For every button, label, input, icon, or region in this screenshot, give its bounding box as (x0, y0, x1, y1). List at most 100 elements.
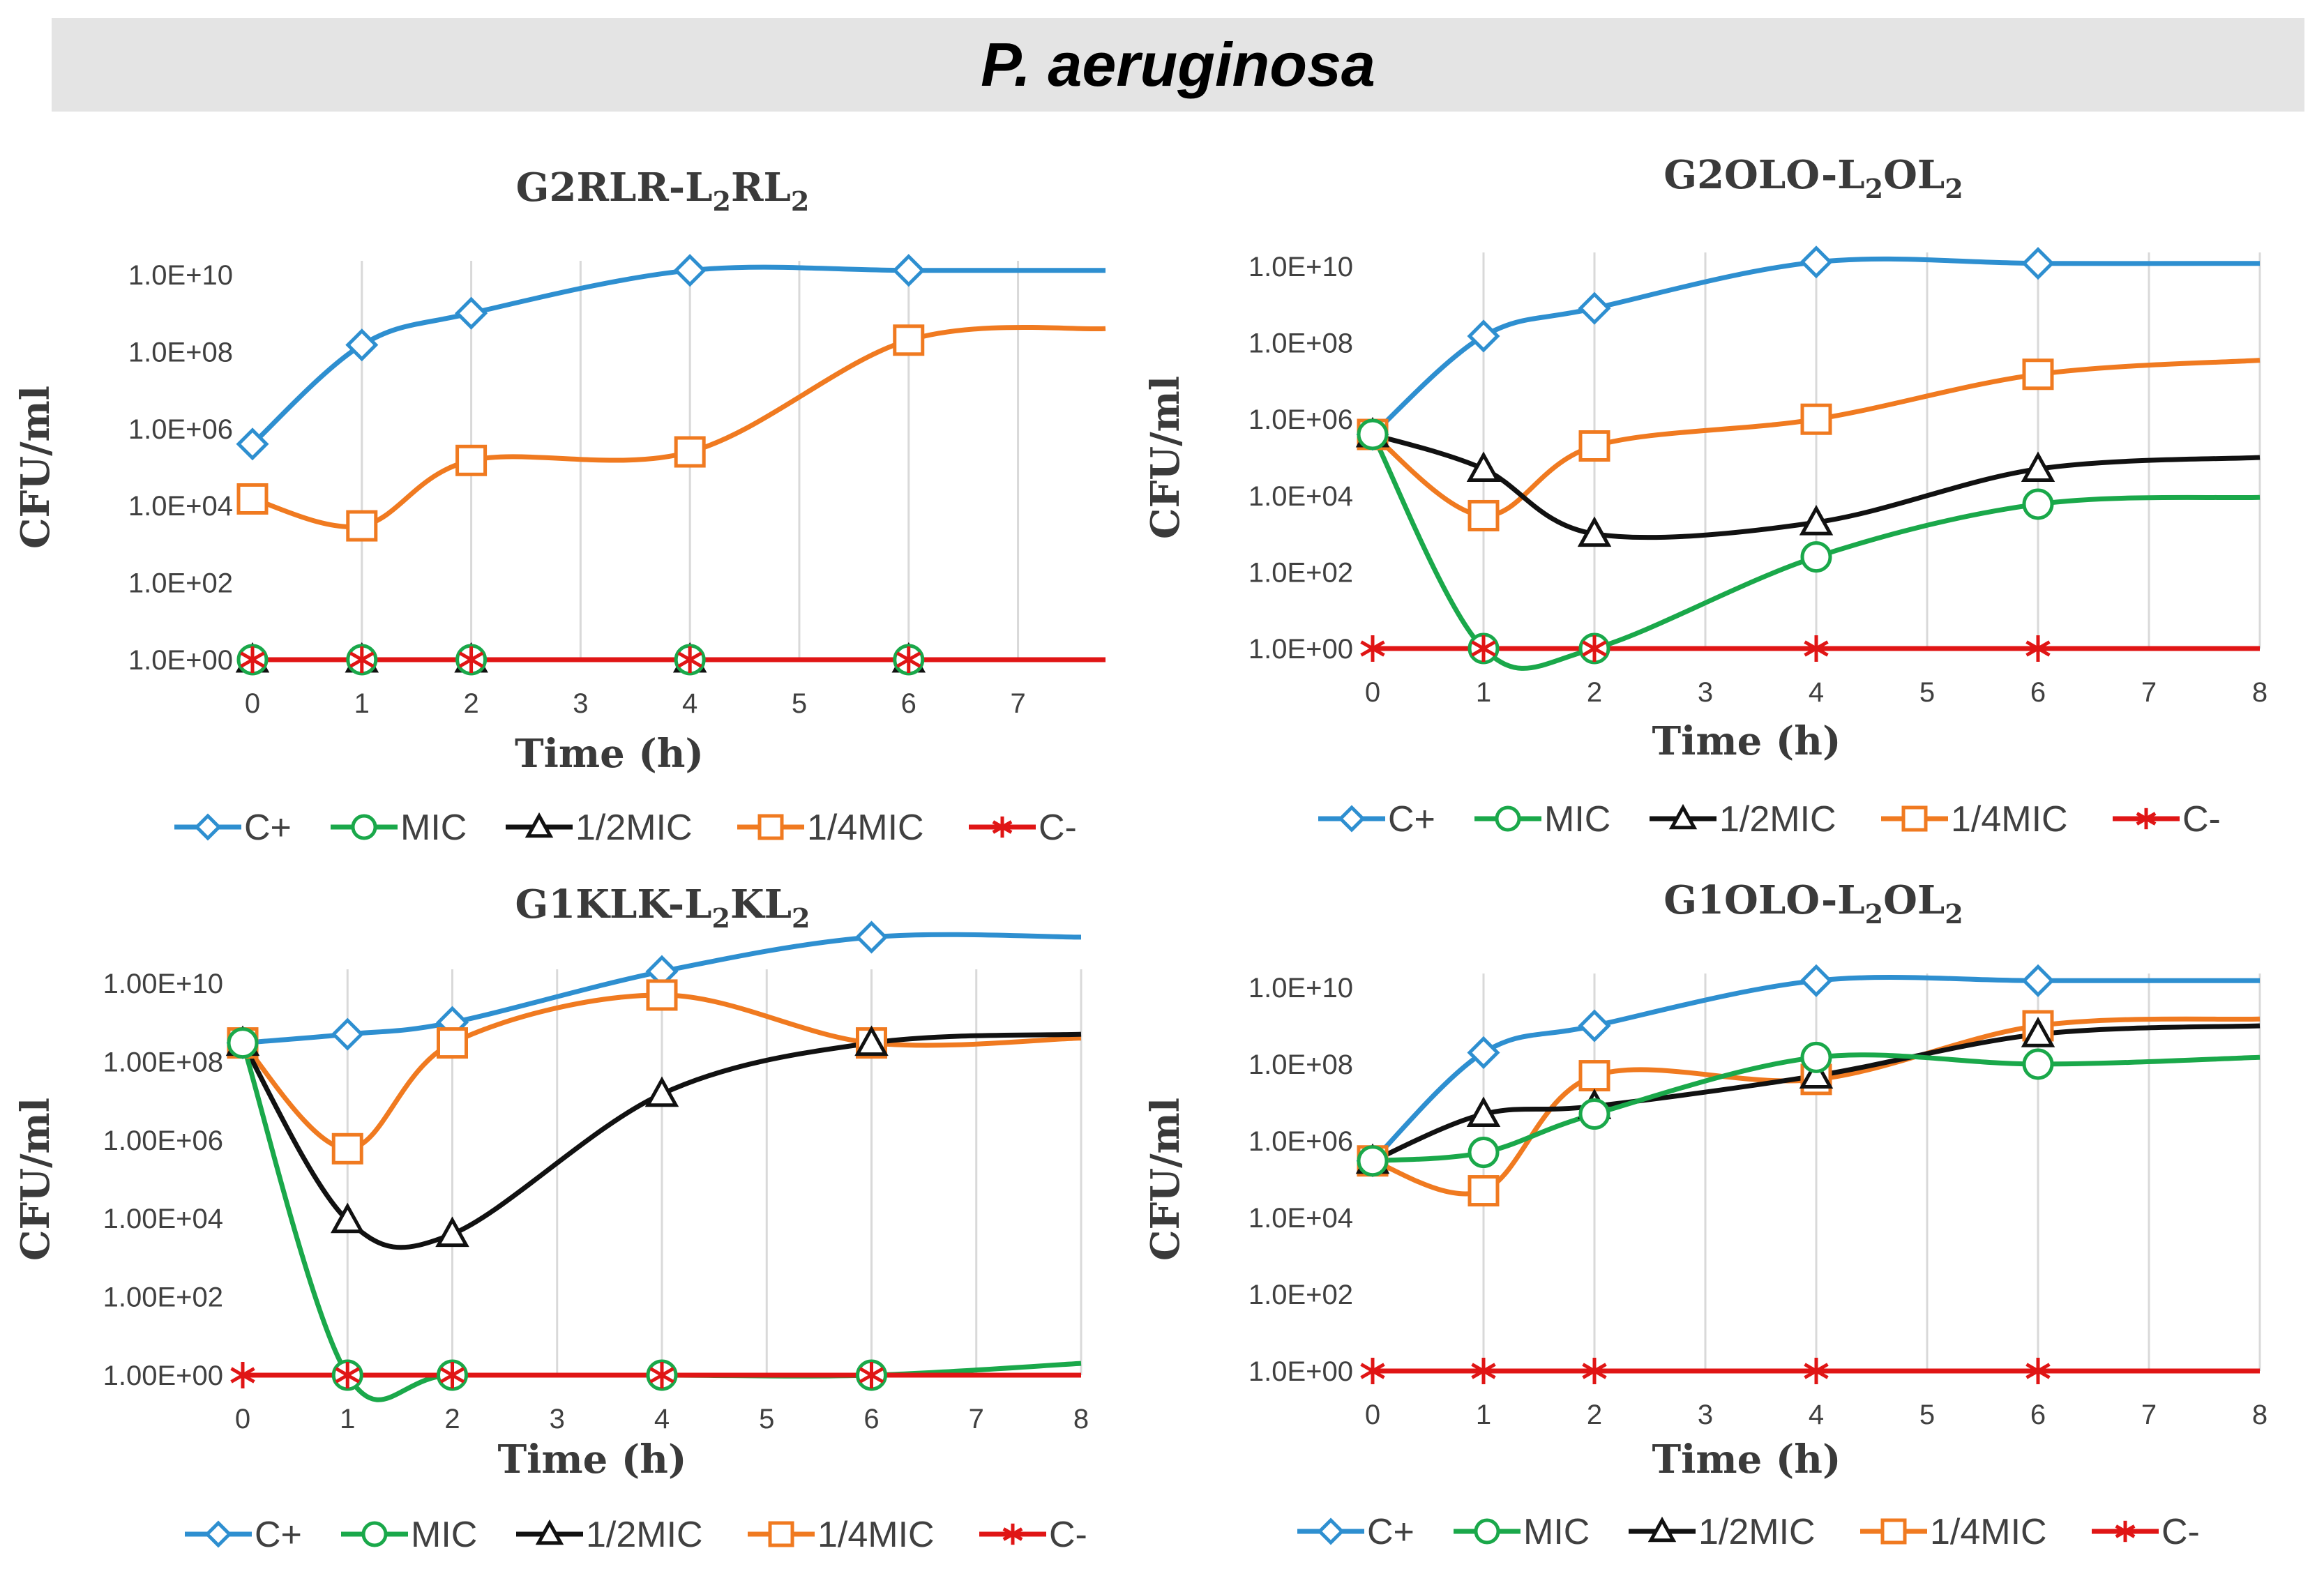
x-tick-label: 8 (1073, 1404, 1089, 1434)
y-tick-label: 1.00E+08 (103, 1047, 223, 1077)
x-tick-label: 7 (1010, 688, 1025, 719)
marker-MIC (1578, 1098, 1610, 1130)
marker-C- (1582, 635, 1607, 662)
x-tick-label: 3 (1698, 1400, 1713, 1430)
marker-C+ (236, 427, 269, 461)
marker-C+ (2021, 964, 2055, 997)
legend-label: 1/2MIC (1698, 1512, 1816, 1552)
series-line-C+ (250, 264, 1106, 446)
marker-1/2MIC (1577, 516, 1612, 547)
marker-MIC (1800, 1041, 1832, 1073)
legend-entry-1/2MIC: 1/2MIC (506, 808, 693, 848)
x-tick-label: 2 (444, 1404, 460, 1434)
legend-entry-1/4MIC: 1/4MIC (1860, 1512, 2047, 1552)
chart-title: G2RLR-L2RL2 (516, 165, 810, 217)
x-tick-label: 2 (1587, 677, 1602, 708)
legend-marker-1/2MIC (1647, 1516, 1677, 1543)
marker-C+ (455, 296, 488, 330)
y-tick-label: 1.0E+00 (128, 645, 233, 676)
y-tick-label: 1.0E+06 (1248, 404, 1353, 435)
chart-title: G1KLK-L2KL2 (515, 881, 810, 934)
marker-C- (859, 1362, 884, 1388)
chart-title-part1: G1KLK-L (515, 881, 711, 927)
chart-title-sub1: 2 (1865, 898, 1883, 930)
y-tick-label: 1.0E+06 (128, 414, 233, 445)
x-tick-label: 6 (2030, 1400, 2046, 1430)
series-line-1/4MIC (252, 324, 1106, 529)
marker-C+ (2021, 247, 2055, 280)
legend-entry-C+: C+ (174, 808, 292, 848)
legend-entry-MIC: MIC (331, 808, 467, 848)
chart-title-sub1: 2 (1865, 173, 1883, 204)
marker-1/4MIC (437, 1027, 468, 1059)
marker-C+ (1799, 245, 1833, 279)
x-tick-label: 2 (1587, 1400, 1602, 1430)
marker-1/4MIC (893, 324, 925, 356)
legend-marker-C- (2115, 1520, 2136, 1543)
chart-title-part2: KL (730, 881, 792, 927)
marker-1/2MIC (1466, 1096, 1501, 1128)
marker-C- (335, 1362, 360, 1388)
legend-marker-C+ (1338, 805, 1366, 833)
legend-entry-1/2MIC: 1/2MIC (1629, 1512, 1816, 1552)
legend-marker-1/2MIC (535, 1519, 564, 1545)
y-axis-label: CFU/ml (1142, 1098, 1189, 1261)
legend-entry-C-: C- (969, 808, 1077, 848)
y-tick-label: 1.00E+02 (103, 1282, 223, 1313)
x-tick-label: 6 (901, 688, 916, 719)
x-axis-label: Time (h) (497, 1437, 686, 1483)
legend-label: C- (1039, 808, 1077, 848)
x-tick-label: 0 (235, 1404, 250, 1434)
x-tick-label: 6 (863, 1404, 879, 1434)
legend-marker-1/4MIC (768, 1521, 794, 1547)
marker-MIC (2022, 488, 2054, 520)
marker-1/2MIC (2021, 1017, 2055, 1047)
legend-entry-1/2MIC: 1/2MIC (1650, 799, 1836, 840)
x-tick-label: 5 (792, 688, 807, 719)
legend-entry-C-: C- (979, 1515, 1087, 1555)
y-tick-label: 1.0E+08 (1248, 328, 1353, 359)
legend-marker-C+ (1317, 1517, 1345, 1545)
x-tick-label: 5 (1919, 677, 1935, 708)
marker-1/2MIC (854, 1025, 889, 1056)
marker-C+ (331, 1017, 364, 1051)
legend-entry-MIC: MIC (1474, 799, 1610, 840)
marker-C- (649, 1362, 674, 1388)
marker-1/2MIC (1466, 451, 1501, 482)
y-tick-label: 1.00E+04 (103, 1204, 223, 1234)
marker-1/4MIC (1800, 403, 1832, 435)
x-tick-label: 0 (245, 688, 260, 719)
legend-marker-C- (1002, 1523, 1023, 1545)
marker-C- (1360, 1358, 1385, 1384)
x-tick-label: 0 (1365, 1400, 1380, 1430)
x-tick-label: 1 (354, 688, 370, 719)
legend-label: MIC (1544, 799, 1610, 840)
y-tick-label: 1.0E+00 (1248, 1356, 1353, 1387)
y-tick-label: 1.0E+00 (1248, 634, 1353, 665)
chart-title-sub2: 2 (1945, 898, 1963, 930)
y-axis-label: CFU/ml (13, 386, 59, 549)
marker-1/4MIC (1467, 499, 1500, 531)
chart-title-sub1: 2 (713, 185, 731, 217)
marker-1/4MIC (331, 1132, 363, 1165)
legend-label: 1/4MIC (1951, 799, 2068, 840)
legend-marker-MIC (1474, 1518, 1500, 1545)
legend-label: C- (2182, 799, 2221, 840)
x-tick-label: 1 (1476, 1400, 1491, 1430)
marker-1/4MIC (236, 483, 269, 515)
y-tick-label: 1.0E+06 (1248, 1126, 1353, 1157)
legend-label: 1/2MIC (586, 1515, 703, 1555)
legend-marker-1/2MIC (525, 812, 554, 838)
legend-marker-1/4MIC (1880, 1518, 1907, 1545)
series-line-MIC (1370, 433, 2261, 671)
marker-C+ (1578, 1009, 1611, 1043)
legend-entry-C+: C+ (185, 1515, 302, 1555)
marker-1/2MIC (1799, 1058, 1834, 1089)
legend-label: C- (2161, 1512, 2200, 1552)
x-tick-label: 6 (2030, 677, 2046, 708)
marker-1/2MIC (644, 1076, 679, 1107)
chart-title-part2: OL (1883, 152, 1945, 198)
marker-C- (1804, 1358, 1829, 1384)
